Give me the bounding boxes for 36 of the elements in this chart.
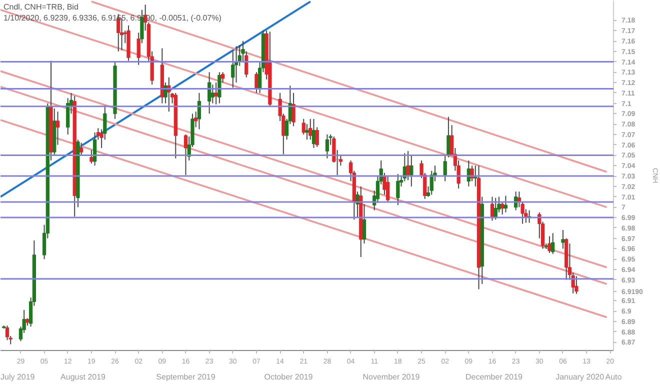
candlestick xyxy=(90,150,94,164)
text: September 2019 xyxy=(156,372,216,382)
candlestick xyxy=(490,196,494,222)
text: November 2019 xyxy=(362,372,420,382)
candlestick xyxy=(574,276,578,294)
candlestick xyxy=(305,124,309,140)
candlestick xyxy=(362,204,366,244)
text: July 2019 xyxy=(0,372,36,382)
candlestick xyxy=(92,132,97,166)
candlestick xyxy=(184,134,188,176)
candlestick xyxy=(5,325,10,341)
text: Auto xyxy=(605,372,622,382)
text: August 2019 xyxy=(60,372,106,382)
candlestick xyxy=(312,118,316,148)
candlestick xyxy=(80,142,84,156)
candlestick xyxy=(551,232,555,254)
candlestick xyxy=(218,72,222,104)
candlestick xyxy=(548,236,552,254)
candlestick xyxy=(410,154,414,187)
text: December 2019 xyxy=(465,372,523,382)
candlestick xyxy=(208,72,212,114)
candlestick xyxy=(443,154,447,182)
text: October 2019 xyxy=(264,372,314,382)
candlestick xyxy=(561,230,565,250)
candlestick xyxy=(396,173,400,206)
candlestick xyxy=(504,195,508,213)
candlestick xyxy=(210,84,215,104)
candlestick xyxy=(214,82,218,105)
chart-title: Cndl, CNH=TRB, Bid xyxy=(4,2,78,12)
text: January 2020 xyxy=(556,372,605,382)
candlestick xyxy=(325,134,330,159)
candlestick xyxy=(56,111,60,146)
candlestick xyxy=(386,176,390,202)
candlestick xyxy=(254,72,258,94)
candlestick xyxy=(406,150,410,181)
candlestick xyxy=(446,116,450,158)
